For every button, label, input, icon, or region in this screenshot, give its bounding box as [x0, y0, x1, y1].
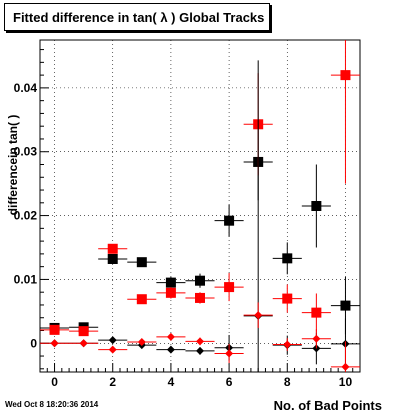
chart-title-box: Fitted difference in tan( λ ) Global Tra…	[4, 3, 270, 31]
diamond-marker-series	[40, 302, 360, 372]
chart-title: Fitted difference in tan( λ ) Global Tra…	[13, 9, 265, 25]
square-marker	[165, 287, 176, 298]
timestamp: Wed Oct 8 18:20:36 2014	[5, 400, 99, 409]
axis-ticks: 0 2 4 6 8 10 0 0.01 0.02 0.03 0.04	[14, 49, 361, 389]
square-marker	[340, 300, 351, 311]
square-marker	[165, 277, 176, 288]
square-marker	[78, 326, 89, 337]
square-marker	[107, 253, 118, 264]
diamond-marker	[108, 345, 117, 354]
x-axis-label: No. of Bad Points	[274, 398, 382, 413]
square-marker	[282, 253, 293, 264]
x-tick-label: 2	[109, 375, 116, 389]
diamond-marker	[312, 334, 321, 343]
square-marker-series	[40, 40, 360, 337]
square-marker	[136, 294, 147, 305]
x-tick-label: 6	[226, 375, 233, 389]
y-tick-label: 0.04	[14, 81, 38, 95]
square-marker	[195, 275, 205, 286]
data-points	[40, 40, 360, 372]
square-marker	[49, 324, 60, 335]
square-marker	[224, 282, 235, 293]
square-marker	[282, 293, 293, 304]
x-tick-label: 0	[51, 375, 58, 389]
square-marker	[136, 257, 147, 268]
square-marker	[311, 201, 322, 211]
square-marker	[224, 215, 235, 226]
x-tick-label: 10	[339, 375, 353, 389]
y-tick-label: 0.01	[14, 272, 38, 286]
diamond-marker	[108, 336, 117, 345]
y-tick-label: 0.02	[14, 209, 38, 223]
diamond-marker	[137, 337, 146, 346]
y-tick-label: 0	[30, 336, 37, 350]
y-axis-label: differencein tan( )	[6, 115, 20, 216]
square-marker	[311, 307, 322, 318]
diamond-marker	[283, 340, 292, 349]
square-marker	[195, 292, 205, 303]
x-tick-label: 8	[284, 375, 291, 389]
diamond-marker	[341, 362, 350, 371]
diamond-marker	[166, 332, 175, 341]
diamond-marker	[225, 349, 234, 358]
x-tick-label: 4	[168, 375, 175, 389]
diamond-marker	[196, 346, 204, 355]
diamond-marker	[166, 345, 175, 354]
y-tick-label: 0.03	[14, 145, 38, 159]
diamond-marker	[254, 311, 263, 320]
square-marker	[107, 243, 118, 254]
diamond-marker	[79, 339, 88, 348]
diamond-marker	[196, 337, 204, 346]
diamond-marker	[50, 339, 59, 348]
square-marker	[340, 70, 351, 81]
